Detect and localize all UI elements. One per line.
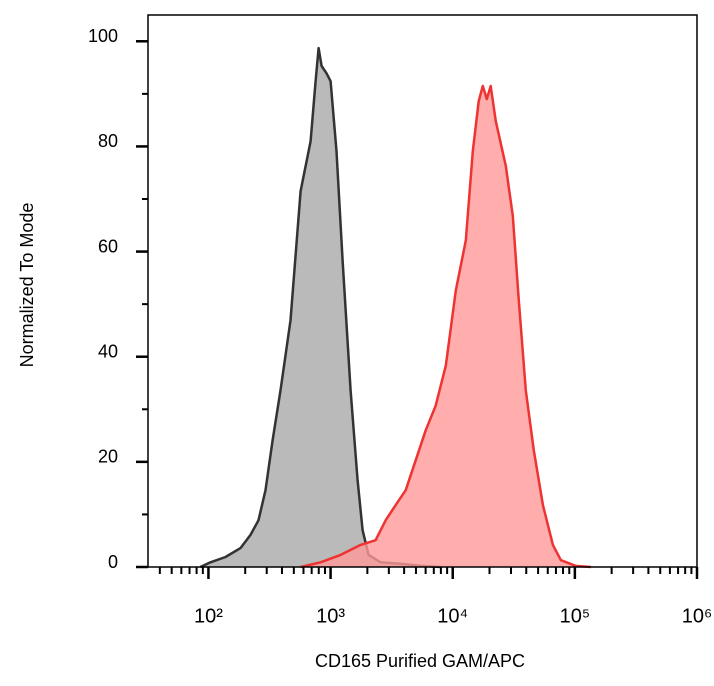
y-axis-label: Normalized To Mode [17,203,37,368]
plot-frame [147,14,698,568]
x-tick-label: 10⁴ [437,605,468,627]
x-tick-label: 10³ [316,605,345,627]
y-tick-label: 0 [108,552,118,572]
y-tick-label: 20 [98,447,118,467]
area-fill [200,48,441,568]
x-tick-label: 10⁵ [560,605,591,627]
y-tick-label: 40 [98,341,118,361]
y-tick-label: 60 [98,236,118,256]
x-tick-label: 10⁶ [682,605,712,627]
x-tick-label: 10² [194,605,223,627]
area-fill [300,86,591,567]
y-tick-label: 100 [88,26,118,46]
x-axis-label: CD165 Purified GAM/APC [315,651,525,671]
area-line [300,84,591,569]
y-tick-label: 80 [98,131,118,151]
